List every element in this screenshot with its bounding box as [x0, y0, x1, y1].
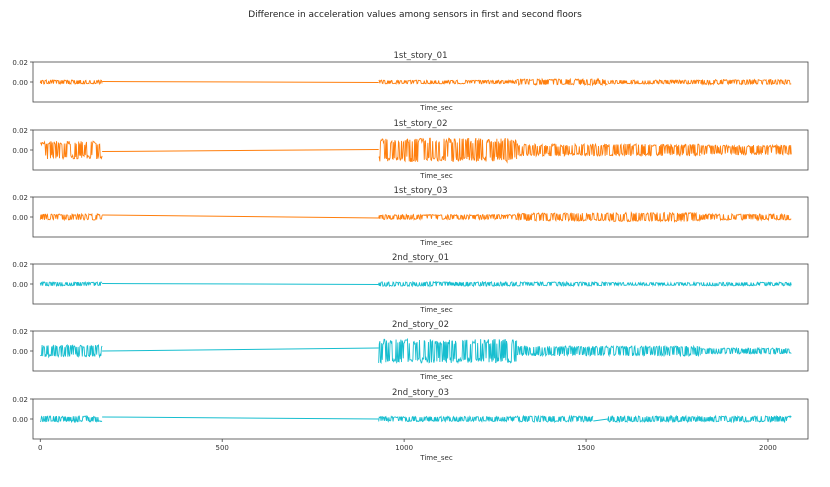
subplot-title: 1st_story_01: [394, 51, 448, 61]
series-segment-1: [378, 213, 517, 221]
y-tick-label: 0.02: [12, 194, 28, 202]
x-axis-label: Time_sec: [419, 239, 453, 247]
series-segment-4: [700, 346, 792, 355]
subplot-title: 2nd_story_02: [392, 320, 449, 330]
series-segment-3: [607, 281, 701, 287]
y-tick-label: 0.02: [12, 261, 28, 269]
series-connector-0: [102, 416, 379, 420]
x-axis-label: Time_sec: [419, 306, 453, 314]
x-axis-label: Time_sec: [419, 104, 453, 112]
x-tick-label: 1000: [395, 444, 413, 452]
series-segment-1: [378, 79, 518, 85]
x-axis-label: Time_sec: [419, 172, 453, 180]
series-connector-0: [102, 283, 379, 285]
subplot-2nd_story_01: 2nd_story_01 0.02 0.00 Time_sec: [12, 253, 809, 314]
x-tick-label: 0: [38, 444, 42, 452]
series-segment-3: [607, 211, 701, 223]
series-segment-4: [700, 78, 792, 86]
x-axis-label: Time_sec: [419, 373, 453, 381]
y-tick-label: 0.00: [12, 348, 28, 356]
series-segment-2: [516, 142, 608, 158]
figure-title: Difference in acceleration values among …: [248, 10, 582, 20]
y-tick-label: 0.00: [12, 147, 28, 155]
y-tick-label: 0.00: [12, 79, 28, 87]
series-connector-0: [102, 214, 379, 219]
series-segment-2: [516, 280, 608, 287]
subplot-1st_story_03: 1st_story_03 0.02 0.00 Time_sec: [12, 186, 809, 247]
series-segment-3: [607, 142, 701, 158]
y-tick-label: 0.00: [12, 416, 28, 424]
y-tick-label: 0.02: [12, 59, 28, 67]
subplot-1st_story_02: 1st_story_02 0.02 0.00 Time_sec: [12, 119, 809, 180]
series-segment-0: [39, 281, 103, 287]
series-segment-4: [700, 143, 792, 156]
subplot-1st_story_01: 1st_story_01 0.02 0.00 Time_sec: [12, 51, 809, 112]
series-segment-2: [516, 345, 608, 358]
series-segment-3: [607, 79, 701, 85]
x-tick-label: 500: [216, 444, 229, 452]
series-segment-4: [700, 414, 792, 424]
y-tick-label: 0.02: [12, 396, 28, 404]
series-segment-0: [39, 415, 103, 424]
subplot-2nd_story_03: 2nd_story_03 0.02 0.00 0 500 1000 1500 2000 Time…: [12, 388, 809, 462]
y-tick-label: 0.02: [12, 127, 28, 135]
y-tick-label: 0.00: [12, 214, 28, 222]
series-segment-0: [40, 344, 103, 359]
x-tick-label: 2000: [759, 444, 777, 452]
series-segment-1: [378, 337, 518, 364]
series-segment-4: [700, 212, 792, 222]
subplot-title: 1st_story_02: [394, 119, 448, 129]
x-axis-label: Time_sec: [419, 454, 453, 462]
series-segment-0: [40, 140, 103, 160]
subplot-title: 2nd_story_01: [392, 253, 449, 263]
series-segment-4: [700, 281, 792, 287]
subplot-title: 2nd_story_03: [392, 388, 449, 398]
series-segment-1: [378, 137, 518, 164]
y-tick-label: 0.02: [12, 328, 28, 336]
series-connector-0: [102, 149, 379, 152]
series-segment-1: [378, 415, 517, 423]
series-connector-0: [102, 347, 379, 352]
series-segment-2: [516, 211, 608, 223]
series-segment-3: [607, 414, 701, 424]
axes-frame: [32, 330, 809, 372]
series-segment-0: [39, 212, 103, 222]
series-segment-0: [39, 79, 103, 85]
series-segment-1: [378, 280, 518, 288]
subplot-2nd_story_02: 2nd_story_02 0.02 0.00 Time_sec: [12, 320, 809, 381]
series-segment-2: [516, 77, 608, 87]
series-connector-1: [593, 418, 608, 422]
y-tick-label: 0.00: [12, 281, 28, 289]
x-tick-label: 1500: [577, 444, 595, 452]
series-segment-2: [516, 414, 594, 424]
series-segment-3: [607, 344, 701, 358]
subplot-title: 1st_story_03: [394, 186, 448, 196]
series-connector-0: [102, 81, 379, 83]
